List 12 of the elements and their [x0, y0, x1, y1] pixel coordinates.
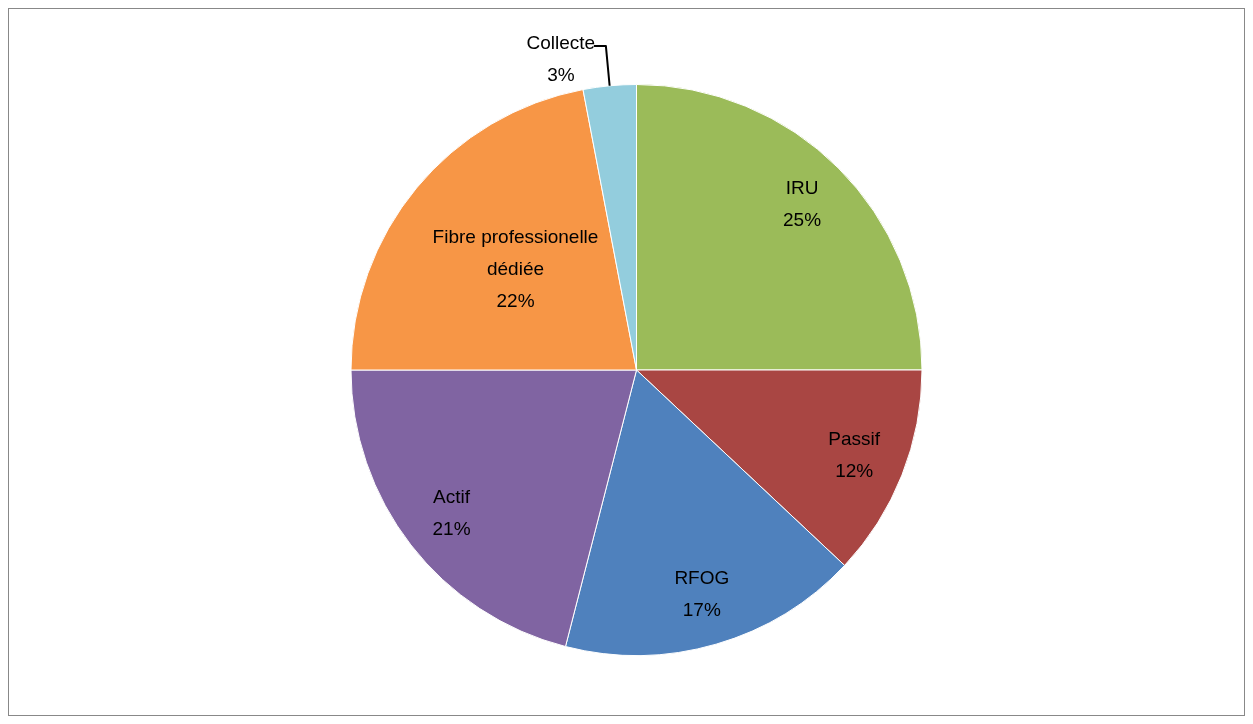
data-label: 3%: [547, 64, 575, 86]
slice-label: Actif: [433, 485, 471, 507]
data-label: 21%: [432, 517, 471, 539]
slice-label: IRU: [785, 176, 819, 198]
data-label: 25%: [783, 208, 822, 230]
data-label: 12%: [835, 460, 874, 482]
slice-label: RFOG: [674, 567, 730, 589]
slice-label: Fibre professionelle dédiée: [432, 226, 599, 280]
slice-label: Passif: [828, 428, 881, 450]
data-label: 17%: [682, 599, 721, 621]
slice-label: Collecte: [526, 32, 596, 54]
data-label: 22%: [496, 290, 535, 312]
